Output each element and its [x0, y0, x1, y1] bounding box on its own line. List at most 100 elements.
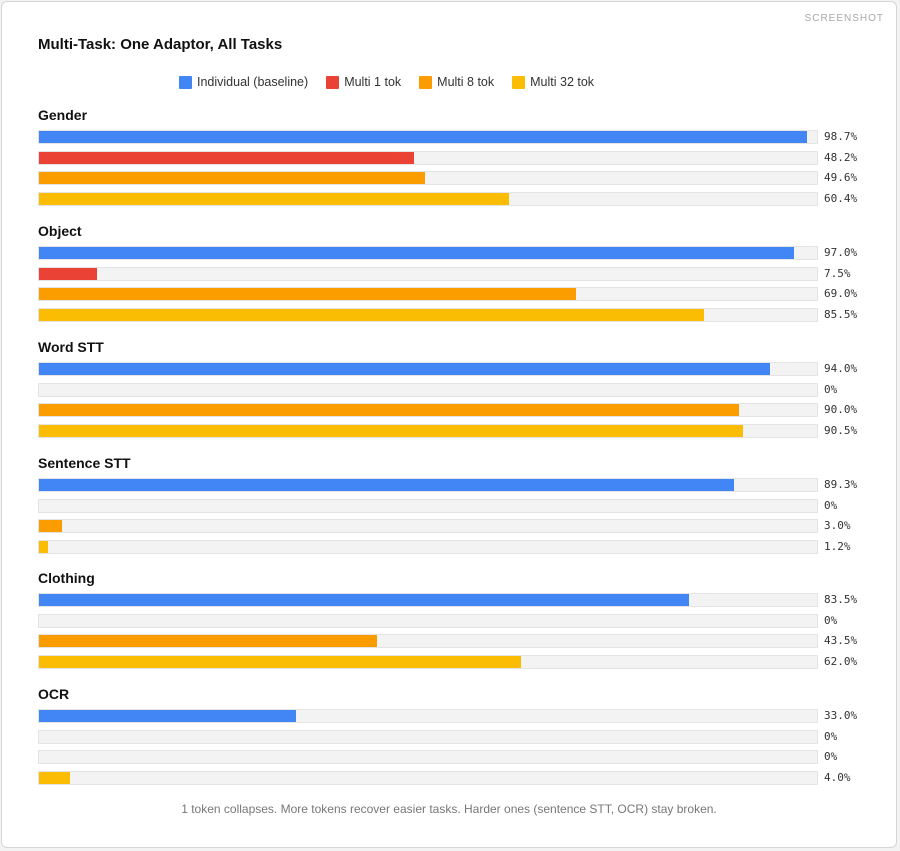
- bar-row: 62.0%: [38, 652, 868, 673]
- bar-track: [38, 498, 818, 513]
- legend-item-multi-8: Multi 8 tok: [419, 75, 494, 89]
- bar-value-label: 0%: [824, 613, 838, 627]
- bar-value-label: 1.2%: [824, 540, 851, 554]
- bar-track: [38, 655, 818, 670]
- bar-value-label: 90.5%: [824, 424, 858, 438]
- legend-label-multi-32: Multi 32 tok: [530, 75, 595, 89]
- bar: [39, 172, 425, 185]
- bar-value-label: 0%: [824, 729, 838, 743]
- bar-value-label: 83.5%: [824, 593, 858, 606]
- legend-swatch-individual: [179, 75, 192, 89]
- bar: [39, 404, 740, 417]
- bar-track: [38, 540, 818, 555]
- group-title: Clothing: [38, 570, 95, 586]
- bar-track: [38, 478, 818, 492]
- bar-value-label: 98.7%: [824, 130, 858, 143]
- bar: [39, 193, 509, 206]
- bar-value-label: 43.5%: [824, 634, 858, 648]
- bar-track: [38, 362, 818, 376]
- group-gender: Gender 98.7% 48.2% 49.6% 60.4%: [38, 107, 868, 210]
- bar-row: 94.0%: [38, 359, 868, 380]
- bar: [39, 247, 794, 259]
- bar-row: 3.0%: [38, 516, 868, 537]
- bar: [39, 541, 49, 554]
- bar-track: [38, 424, 818, 439]
- bar-value-label: 60.4%: [824, 192, 858, 206]
- group-word-stt: Word STT 94.0% 0% 90.0% 90.5%: [38, 339, 868, 442]
- bar-row: 1.2%: [38, 537, 868, 558]
- screenshot-label: SCREENSHOT: [804, 13, 884, 24]
- bar-value-label: 97.0%: [824, 246, 858, 259]
- bar-row: 60.4%: [38, 189, 868, 210]
- bar-row: 48.2%: [38, 148, 868, 169]
- bar-value-label: 7.5%: [824, 266, 851, 280]
- bar-track: [38, 519, 818, 534]
- bar-row: 0%: [38, 747, 868, 768]
- bar-track: [38, 593, 818, 607]
- bar-value-label: 0%: [824, 750, 838, 764]
- bar-track: [38, 382, 818, 397]
- bar-row: 4.0%: [38, 768, 868, 789]
- bar-row: 98.7%: [38, 127, 868, 148]
- bar-row: 85.5%: [38, 305, 868, 326]
- bar-row: 90.5%: [38, 421, 868, 442]
- bar: [39, 131, 807, 143]
- bar-value-label: 0%: [824, 498, 838, 512]
- bar: [39, 772, 71, 785]
- bar-track: [38, 771, 818, 786]
- legend-swatch-multi-8: [419, 75, 433, 89]
- bar: [39, 288, 576, 301]
- bar-track: [38, 171, 818, 186]
- bar-row: 69.0%: [38, 284, 868, 305]
- bar-track: [38, 266, 818, 281]
- legend-item-individual: Individual (baseline): [179, 75, 308, 89]
- bar-track: [38, 729, 818, 744]
- legend-item-multi-1: Multi 1 tok: [326, 75, 401, 89]
- bar-track: [38, 403, 818, 418]
- group-title: Sentence STT: [38, 455, 131, 471]
- bar: [39, 425, 744, 438]
- bar: [39, 635, 378, 648]
- group-title: Object: [38, 223, 82, 239]
- bar: [39, 656, 522, 669]
- bar-track: [38, 308, 818, 323]
- group-ocr: OCR 33.0% 0% 0% 4.0%: [38, 686, 868, 789]
- bar-track: [38, 246, 818, 260]
- legend-label-multi-1: Multi 1 tok: [344, 75, 402, 89]
- group-clothing: Clothing 83.5% 0% 43.5% 62.0%: [38, 570, 868, 673]
- bar-row: 33.0%: [38, 706, 868, 727]
- bar-row: 43.5%: [38, 631, 868, 652]
- bar-row: 89.3%: [38, 475, 868, 496]
- bar-value-label: 48.2%: [824, 150, 858, 164]
- bar: [39, 594, 689, 606]
- bar-track: [38, 130, 818, 144]
- bar: [39, 710, 296, 722]
- bar-row: 90.0%: [38, 400, 868, 421]
- bar-value-label: 49.6%: [824, 171, 858, 185]
- bar-track: [38, 192, 818, 207]
- bar-row: 0%: [38, 496, 868, 517]
- bar: [39, 267, 98, 280]
- group-sentence-stt: Sentence STT 89.3% 0% 3.0% 1.2%: [38, 455, 868, 558]
- group-title: Word STT: [38, 339, 104, 355]
- footnote: 1 token collapses. More tokens recover e…: [181, 802, 717, 816]
- bar-value-label: 3.0%: [824, 519, 851, 533]
- bar: [39, 151, 414, 164]
- bar-value-label: 90.0%: [824, 403, 858, 417]
- bar-value-label: 85.5%: [824, 308, 858, 322]
- bar-row: 49.6%: [38, 168, 868, 189]
- legend-swatch-multi-32: [512, 75, 526, 89]
- bar-row: 0%: [38, 611, 868, 632]
- legend-label-multi-8: Multi 8 tok: [437, 75, 495, 89]
- bar: [39, 309, 705, 322]
- bar-value-label: 94.0%: [824, 362, 858, 375]
- group-title: Gender: [38, 107, 88, 123]
- legend-item-multi-32: Multi 32 tok: [512, 75, 594, 89]
- legend-label-individual: Individual (baseline): [197, 75, 309, 89]
- legend-swatch-multi-1: [326, 75, 340, 89]
- bar-track: [38, 634, 818, 649]
- chart-title: Multi-Task: One Adaptor, All Tasks: [38, 36, 283, 53]
- group-object: Object 97.0% 7.5% 69.0% 85.5%: [38, 223, 868, 326]
- bar-value-label: 69.0%: [824, 287, 858, 301]
